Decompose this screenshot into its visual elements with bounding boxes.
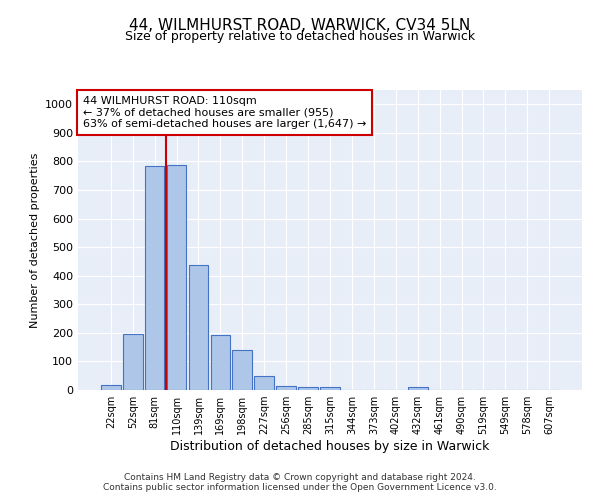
- Y-axis label: Number of detached properties: Number of detached properties: [29, 152, 40, 328]
- Text: 44 WILMHURST ROAD: 110sqm
← 37% of detached houses are smaller (955)
63% of semi: 44 WILMHURST ROAD: 110sqm ← 37% of detac…: [83, 96, 367, 129]
- Bar: [188, 265, 208, 390]
- Bar: [101, 385, 121, 390]
- Bar: [408, 387, 428, 390]
- Bar: [232, 350, 252, 390]
- Bar: [254, 376, 274, 390]
- Text: Size of property relative to detached houses in Warwick: Size of property relative to detached ho…: [125, 30, 475, 43]
- Bar: [320, 386, 340, 390]
- Text: Contains HM Land Registry data © Crown copyright and database right 2024.
Contai: Contains HM Land Registry data © Crown c…: [103, 473, 497, 492]
- Bar: [145, 166, 164, 390]
- Text: 44, WILMHURST ROAD, WARWICK, CV34 5LN: 44, WILMHURST ROAD, WARWICK, CV34 5LN: [130, 18, 470, 32]
- Bar: [276, 386, 296, 390]
- Bar: [298, 386, 318, 390]
- Bar: [123, 334, 143, 390]
- Bar: [167, 165, 187, 390]
- X-axis label: Distribution of detached houses by size in Warwick: Distribution of detached houses by size …: [170, 440, 490, 453]
- Bar: [211, 335, 230, 390]
